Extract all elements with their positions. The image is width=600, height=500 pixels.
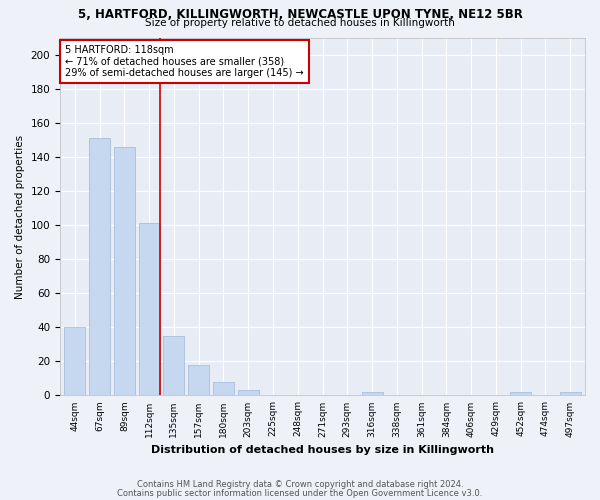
Bar [510,392,531,396]
X-axis label: Distribution of detached houses by size in Killingworth: Distribution of detached houses by size … [151,445,494,455]
Text: 5 HARTFORD: 118sqm
← 71% of detached houses are smaller (358)
29% of semi-detach: 5 HARTFORD: 118sqm ← 71% of detached hou… [65,44,304,78]
Bar [560,392,581,396]
Text: Contains HM Land Registry data © Crown copyright and database right 2024.: Contains HM Land Registry data © Crown c… [137,480,463,489]
Bar [114,146,135,396]
Text: Size of property relative to detached houses in Killingworth: Size of property relative to detached ho… [145,18,455,28]
Bar [238,390,259,396]
Bar [163,336,184,396]
Bar [213,382,234,396]
Bar [89,138,110,396]
Text: 5, HARTFORD, KILLINGWORTH, NEWCASTLE UPON TYNE, NE12 5BR: 5, HARTFORD, KILLINGWORTH, NEWCASTLE UPO… [77,8,523,20]
Bar [139,224,160,396]
Bar [64,328,85,396]
Y-axis label: Number of detached properties: Number of detached properties [15,134,25,298]
Bar [188,365,209,396]
Text: Contains public sector information licensed under the Open Government Licence v3: Contains public sector information licen… [118,490,482,498]
Bar [362,392,383,396]
